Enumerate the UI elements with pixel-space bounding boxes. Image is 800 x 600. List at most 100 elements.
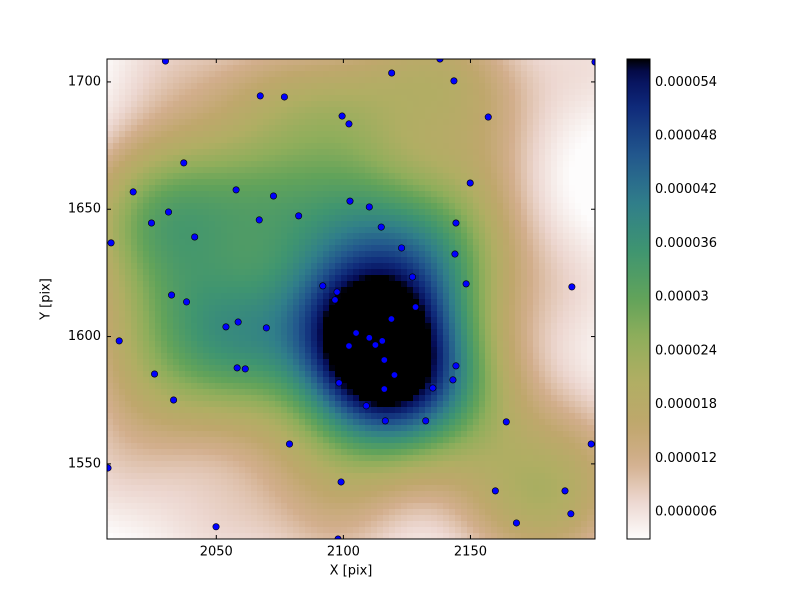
density-cell	[221, 281, 228, 288]
density-cell	[425, 377, 432, 384]
density-cell	[503, 299, 510, 306]
density-cell	[257, 287, 264, 294]
density-cell	[431, 101, 438, 108]
density-cell	[305, 401, 312, 408]
density-cell	[587, 371, 594, 378]
density-cell	[443, 239, 450, 246]
density-cell	[485, 311, 492, 318]
density-cell	[263, 113, 270, 120]
density-cell	[443, 275, 450, 282]
density-cell	[503, 365, 510, 372]
density-cell	[473, 119, 480, 126]
density-cell	[119, 179, 126, 186]
density-cell	[347, 149, 354, 156]
density-cell	[521, 197, 528, 204]
density-cell	[317, 353, 324, 360]
density-cell	[317, 323, 324, 330]
density-cell	[293, 275, 300, 282]
density-cell	[131, 317, 138, 324]
density-cell	[239, 275, 246, 282]
density-cell	[527, 281, 534, 288]
density-cell	[587, 89, 594, 96]
density-cell	[287, 119, 294, 126]
density-cell	[431, 227, 438, 234]
density-cell	[107, 251, 114, 258]
density-cell	[575, 383, 582, 390]
density-cell	[233, 191, 240, 198]
density-cell	[407, 269, 414, 276]
density-cell	[125, 143, 132, 150]
density-cell	[107, 389, 114, 396]
density-cell	[407, 83, 414, 90]
density-cell	[209, 203, 216, 210]
density-cell	[419, 155, 426, 162]
density-cell	[209, 113, 216, 120]
density-cell	[479, 191, 486, 198]
density-cell	[227, 59, 234, 66]
density-cell	[527, 239, 534, 246]
density-cell	[173, 125, 180, 132]
density-cell	[179, 83, 186, 90]
density-cell	[275, 167, 282, 174]
density-cell	[491, 83, 498, 90]
density-cell	[167, 299, 174, 306]
density-cell	[473, 95, 480, 102]
density-cell	[431, 293, 438, 300]
density-cell	[359, 179, 366, 186]
density-cell	[263, 347, 270, 354]
density-cell	[545, 215, 552, 222]
density-cell	[113, 317, 120, 324]
density-cell	[281, 197, 288, 204]
density-cell	[431, 359, 438, 366]
density-cell	[263, 371, 270, 378]
density-cell	[503, 119, 510, 126]
density-cell	[557, 209, 564, 216]
density-cell	[581, 203, 588, 210]
density-cell	[353, 221, 360, 228]
density-cell	[425, 167, 432, 174]
density-cell	[377, 359, 384, 366]
density-cell	[515, 293, 522, 300]
density-cell	[233, 281, 240, 288]
density-cell	[293, 101, 300, 108]
density-cell	[191, 281, 198, 288]
density-cell	[581, 65, 588, 72]
density-cell	[467, 89, 474, 96]
density-cell	[281, 107, 288, 114]
density-cell	[449, 413, 456, 420]
density-cell	[281, 131, 288, 138]
density-cell	[179, 131, 186, 138]
density-cell	[131, 209, 138, 216]
density-cell	[587, 251, 594, 258]
density-cell	[197, 293, 204, 300]
density-cell	[293, 287, 300, 294]
density-cell	[131, 95, 138, 102]
density-cell	[107, 77, 114, 84]
density-cell	[491, 407, 498, 414]
density-cell	[161, 335, 168, 342]
density-cell	[587, 293, 594, 300]
density-cell	[113, 281, 120, 288]
density-cell	[491, 293, 498, 300]
density-cell	[563, 395, 570, 402]
density-cell	[347, 155, 354, 162]
density-cell	[335, 113, 342, 120]
density-cell	[437, 335, 444, 342]
density-cell	[215, 161, 222, 168]
density-cell	[275, 95, 282, 102]
density-cell	[185, 311, 192, 318]
density-cell	[191, 251, 198, 258]
density-cell	[545, 395, 552, 402]
density-cell	[365, 239, 372, 246]
density-cell	[185, 89, 192, 96]
density-cell	[449, 287, 456, 294]
density-cell	[401, 359, 408, 366]
density-cell	[113, 59, 120, 66]
density-cell	[161, 359, 168, 366]
density-cell	[497, 281, 504, 288]
density-cell	[383, 203, 390, 210]
density-cell	[125, 269, 132, 276]
density-cell	[359, 323, 366, 330]
density-cell	[551, 365, 558, 372]
density-cell	[131, 233, 138, 240]
